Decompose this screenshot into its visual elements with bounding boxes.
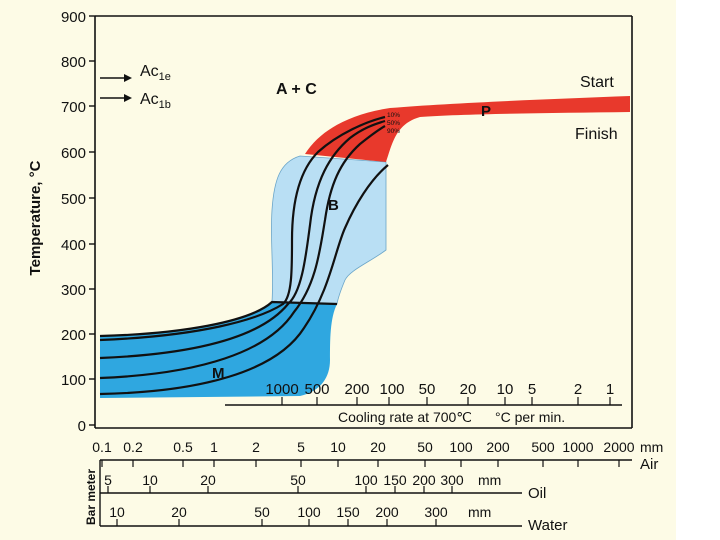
air-tick-0-1: 0.1 xyxy=(92,439,112,455)
y-tick-300: 300 xyxy=(61,282,86,299)
region-label-austenite-carbide: A + C xyxy=(276,81,317,98)
y-tick-800: 800 xyxy=(61,54,86,71)
start-label: Start xyxy=(580,74,614,91)
oil-tick-5: 5 xyxy=(104,472,112,488)
oil-tick-150: 150 xyxy=(383,472,407,488)
oil-tick-50: 50 xyxy=(290,472,306,488)
air-tick-1: 1 xyxy=(210,439,218,455)
water-tick-50: 50 xyxy=(254,504,270,520)
air-tick-10: 10 xyxy=(330,439,346,455)
oil-tick-100: 100 xyxy=(354,472,378,488)
cooling-curve-2 xyxy=(99,119,386,360)
water-tick-150: 150 xyxy=(336,504,360,520)
water-scale-tick-marks xyxy=(116,519,437,526)
main-axes xyxy=(94,15,633,429)
ac1b-label: Ac1b xyxy=(140,91,171,111)
air-scale-tick-marks xyxy=(101,460,620,467)
percent-90-label: 90% xyxy=(387,128,400,135)
air-tick-0-2: 0.2 xyxy=(123,439,143,455)
cooling-rate-caption: Cooling rate at 700℃ xyxy=(338,409,472,425)
oil-scale-label: Oil xyxy=(528,485,546,502)
ac1e-label: Ac1e xyxy=(140,63,171,83)
oil-tick-200: 200 xyxy=(412,472,436,488)
cooling-rate-tick-1000: 1000 xyxy=(265,381,298,398)
cooling-rate-tick-20: 20 xyxy=(460,381,477,398)
cooling-rate-tick-500: 500 xyxy=(304,381,329,398)
percentage-labels: 10% 50% 90% xyxy=(387,112,400,135)
air-tick-5: 5 xyxy=(297,439,305,455)
y-tick-labels: 900 800 700 600 500 400 300 200 100 0 xyxy=(61,9,86,435)
air-tick-500: 500 xyxy=(531,439,555,455)
oil-scale-tick-labels: 5 10 20 50 100 150 200 300 xyxy=(104,472,464,488)
bainite-region xyxy=(271,155,387,305)
region-label-pearlite: P xyxy=(481,103,491,120)
ac1e-arrowhead xyxy=(124,74,132,82)
cooling-rate-tick-marks xyxy=(281,397,611,405)
y-tick-marks xyxy=(89,15,95,426)
cooling-curve-4 xyxy=(99,164,389,396)
air-tick-2000: 2000 xyxy=(603,439,634,455)
air-tick-20: 20 xyxy=(370,439,386,455)
region-label-bainite: B xyxy=(328,197,339,214)
air-tick-200: 200 xyxy=(486,439,510,455)
y-tick-900: 900 xyxy=(61,9,86,26)
bar-meter-label: Bar meter xyxy=(84,469,98,525)
cooling-rate-tick-5: 5 xyxy=(528,381,536,398)
y-tick-100: 100 xyxy=(61,372,86,389)
cooling-curve-1 xyxy=(99,115,386,342)
y-axis-title: Temperature, °C xyxy=(27,160,44,275)
air-scale-tick-labels: 0.1 0.2 0.5 1 2 5 10 20 50 100 200 500 1… xyxy=(92,439,635,455)
cooling-curve-3 xyxy=(99,125,386,380)
cooling-curves xyxy=(99,115,389,396)
martensite-region xyxy=(100,302,337,398)
y-tick-600: 600 xyxy=(61,145,86,162)
percent-50-label: 50% xyxy=(387,120,400,127)
cooling-rate-tick-labels: 1000 500 200 100 50 20 10 5 2 1 xyxy=(265,381,614,398)
air-scale-unit: mm xyxy=(640,439,663,455)
cooling-rate-tick-10: 10 xyxy=(497,381,514,398)
air-tick-2: 2 xyxy=(252,439,260,455)
y-tick-200: 200 xyxy=(61,327,86,344)
water-tick-10: 10 xyxy=(109,504,125,520)
oil-scale-tick-marks xyxy=(107,486,453,493)
ac-markers: Ac1e Ac1b xyxy=(100,63,171,111)
air-scale-label: Air xyxy=(640,456,658,473)
y-tick-400: 400 xyxy=(61,237,86,254)
y-tick-0: 0 xyxy=(78,418,86,435)
water-tick-200: 200 xyxy=(375,504,399,520)
oil-tick-10: 10 xyxy=(142,472,158,488)
water-scale-tick-labels: 10 20 50 100 150 200 300 xyxy=(109,504,448,520)
water-scale-label: Water xyxy=(528,517,567,534)
oil-scale-unit: mm xyxy=(478,472,501,488)
air-tick-1000: 1000 xyxy=(562,439,593,455)
finish-label: Finish xyxy=(575,126,618,143)
cooling-rate-tick-50: 50 xyxy=(419,381,436,398)
water-scale-unit: mm xyxy=(468,504,491,520)
ac1b-arrowhead xyxy=(124,94,132,102)
water-tick-300: 300 xyxy=(424,504,448,520)
cooling-rate-tick-200: 200 xyxy=(344,381,369,398)
pearlite-region xyxy=(305,96,630,162)
air-tick-100: 100 xyxy=(449,439,473,455)
cooling-rate-unit-caption: °C per min. xyxy=(495,409,565,425)
y-tick-500: 500 xyxy=(61,191,86,208)
y-tick-700: 700 xyxy=(61,99,86,116)
cooling-rate-tick-2: 2 xyxy=(574,381,582,398)
water-tick-20: 20 xyxy=(171,504,187,520)
cooling-rate-tick-1: 1 xyxy=(606,381,614,398)
oil-tick-300: 300 xyxy=(440,472,464,488)
oil-tick-20: 20 xyxy=(200,472,216,488)
air-tick-0-5: 0.5 xyxy=(173,439,193,455)
region-label-martensite: M xyxy=(212,365,225,382)
martensite-line-upper xyxy=(99,300,338,338)
cooling-rate-tick-100: 100 xyxy=(379,381,404,398)
air-tick-50: 50 xyxy=(417,439,433,455)
percent-10-label: 10% xyxy=(387,112,400,119)
water-tick-100: 100 xyxy=(297,504,321,520)
